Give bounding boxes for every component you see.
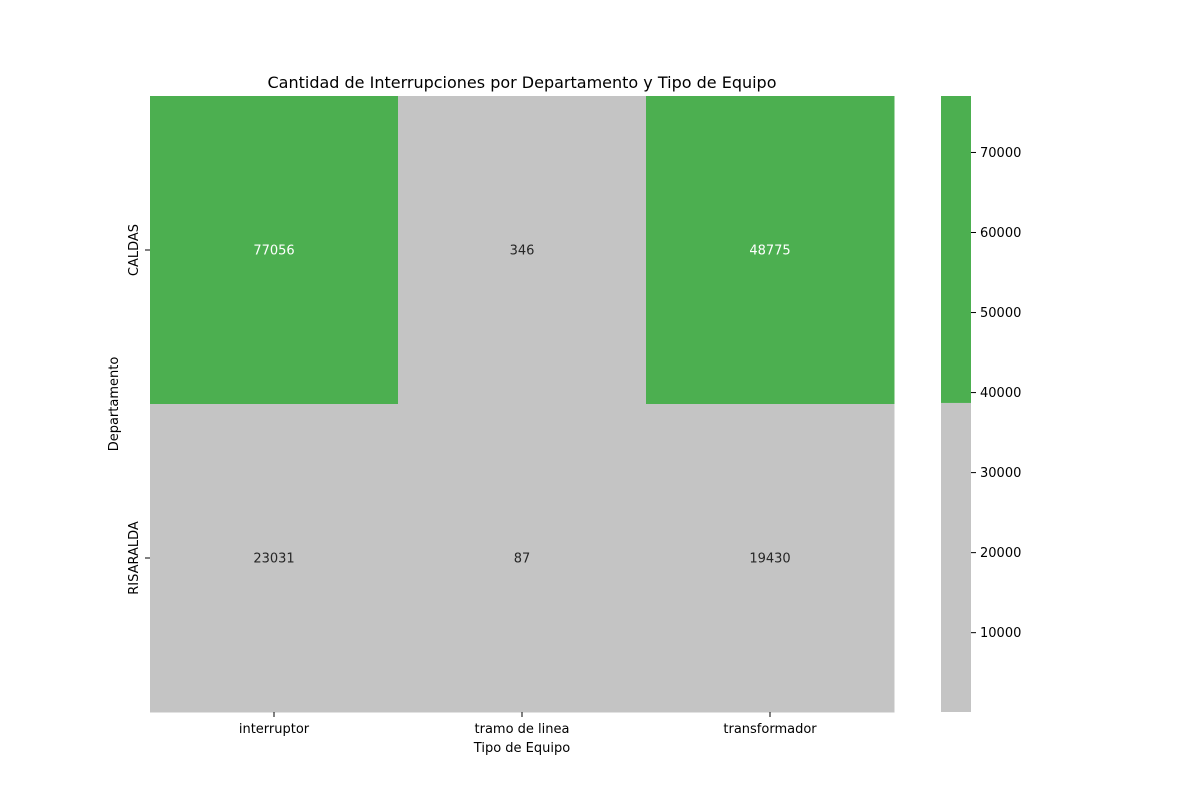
colorbar-low-bin (941, 402, 971, 712)
heatmap-cell (646, 404, 895, 713)
x-axis-ticks: interruptor tramo de linea transformador (239, 712, 817, 737)
colorbar-tick-label: 20000 (980, 546, 1021, 561)
heatmap-cell (398, 96, 647, 405)
colorbar-tick-label: 40000 (980, 386, 1021, 401)
heatmap-cell (646, 96, 895, 405)
colorbar-tick-label: 70000 (980, 146, 1021, 161)
x-tick-label: tramo de linea (475, 722, 570, 737)
cell-value-label: 48775 (749, 244, 790, 259)
y-tick-label: RISARALDA (127, 521, 142, 595)
colorbar-tick-label: 50000 (980, 306, 1021, 321)
cell-value-label: 77056 (253, 244, 294, 259)
colorbar-tick-label: 10000 (980, 626, 1021, 641)
x-tick-label: transformador (723, 722, 817, 737)
colorbar (941, 96, 971, 712)
cell-value-label: 19430 (749, 552, 790, 567)
colorbar-tick-label: 60000 (980, 226, 1021, 241)
heatmap-cell (150, 404, 399, 713)
colorbar-high-bin (941, 96, 971, 403)
heatmap-cell (150, 96, 399, 405)
y-axis-label: Departamento (107, 357, 122, 452)
cell-value-label: 23031 (253, 552, 294, 567)
y-tick-label: CALDAS (127, 224, 142, 276)
heatmap-cells (150, 96, 895, 713)
x-tick-label: interruptor (239, 722, 310, 737)
x-axis-label: Tipo de Equipo (473, 741, 570, 756)
heatmap-cell-labels: 77056 346 48775 23031 87 19430 (253, 244, 790, 567)
colorbar-ticks: 10000 20000 30000 40000 50000 60000 70000 (971, 146, 1021, 641)
chart-title: Cantidad de Interrupciones por Departame… (267, 73, 776, 92)
heatmap-cell (398, 404, 647, 713)
cell-value-label: 346 (510, 244, 535, 259)
y-axis-ticks: CALDAS RISARALDA (127, 224, 150, 595)
colorbar-tick-label: 30000 (980, 466, 1021, 481)
cell-value-label: 87 (514, 552, 531, 567)
